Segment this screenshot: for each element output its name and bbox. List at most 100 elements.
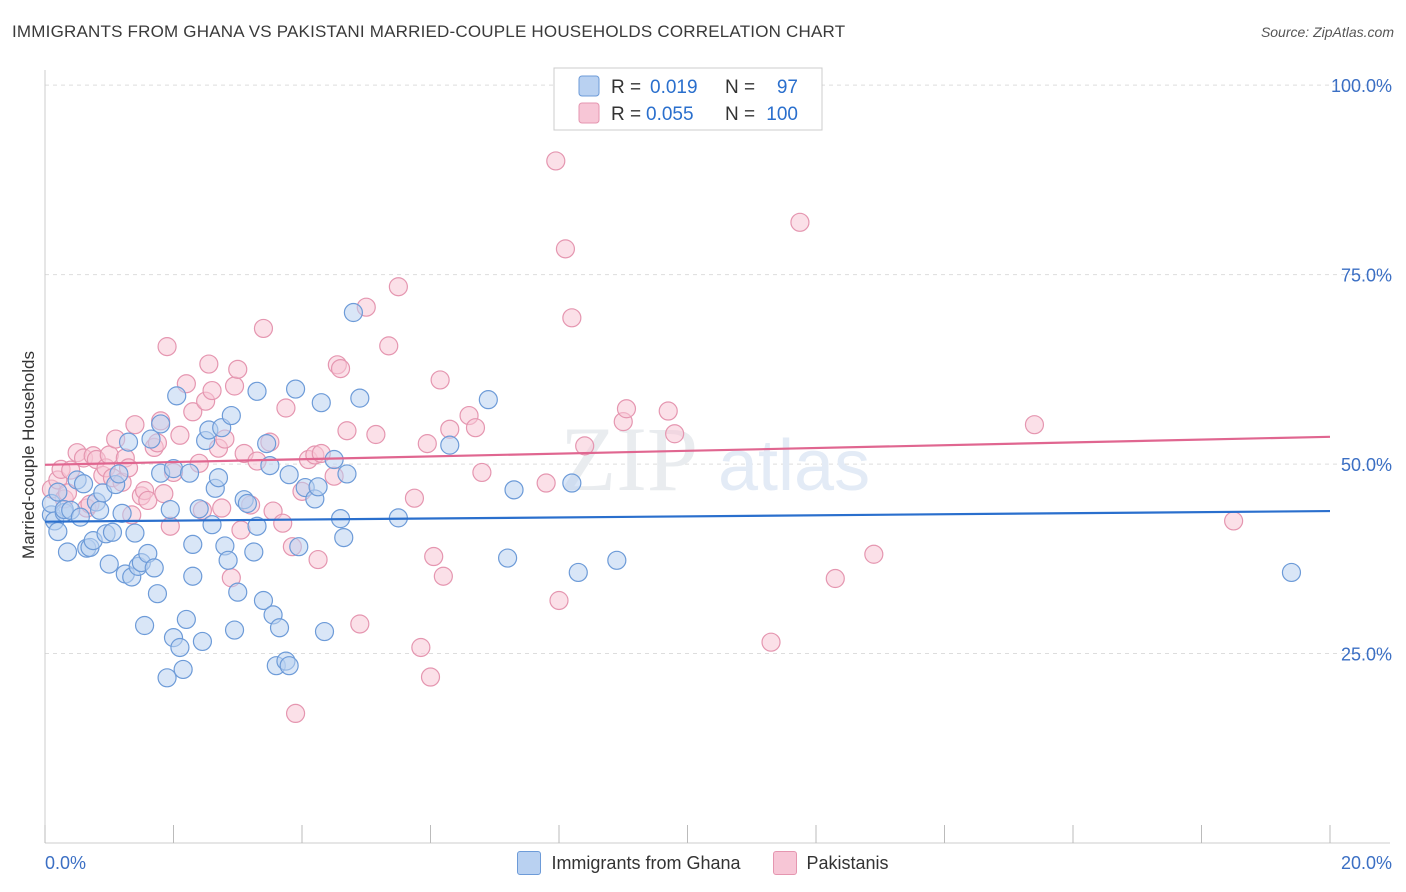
point-ghana-7 bbox=[57, 542, 78, 562]
point-ghana-60 bbox=[228, 582, 248, 602]
point-ghana-62 bbox=[237, 493, 257, 514]
point-ghana-67 bbox=[257, 434, 277, 454]
point-pakistanis-50 bbox=[253, 318, 274, 339]
legend-swatch-pakistanis-bottom bbox=[772, 851, 797, 875]
y-axis-label: Married-couple Households bbox=[19, 351, 38, 559]
point-pakistanis-91 bbox=[665, 424, 685, 444]
point-pakistanis-45 bbox=[228, 359, 248, 379]
legend-n-value-ghana: 97 bbox=[777, 77, 798, 98]
point-pakistanis-78 bbox=[440, 419, 460, 439]
point-ghana-74 bbox=[279, 656, 299, 676]
point-ghana-75 bbox=[285, 379, 306, 399]
point-ghana-57 bbox=[218, 550, 238, 570]
point-pakistanis-66 bbox=[350, 614, 370, 634]
legend-label-pakistanis: Pakistanis bbox=[806, 852, 889, 873]
trend-line-ghana bbox=[44, 509, 1331, 523]
point-ghana-41 bbox=[167, 386, 187, 406]
y-tick-label-1: 50.0% bbox=[1341, 455, 1392, 475]
point-ghana-46 bbox=[183, 534, 203, 555]
point-ghana-36 bbox=[151, 414, 171, 434]
point-ghana-19 bbox=[99, 554, 119, 574]
point-pakistanis-90 bbox=[658, 401, 678, 421]
point-ghana-10 bbox=[70, 507, 90, 527]
point-pakistanis-72 bbox=[411, 637, 431, 658]
point-ghana-30 bbox=[134, 615, 155, 636]
point-ghana-47 bbox=[183, 566, 203, 586]
point-pakistanis-75 bbox=[424, 546, 444, 567]
point-pakistanis-60 bbox=[308, 549, 328, 570]
point-ghana-79 bbox=[308, 477, 328, 497]
point-ghana-59 bbox=[224, 620, 245, 640]
point-pakistanis-21 bbox=[125, 415, 145, 435]
point-ghana-91 bbox=[498, 548, 518, 568]
chart-title: IMMIGRANTS FROM GHANA VS PAKISTANI MARRI… bbox=[12, 22, 846, 41]
point-ghana-85 bbox=[337, 464, 357, 484]
stats-legend: R = 0.019 N = 97 R = 0.055 N = 100 bbox=[553, 67, 823, 131]
legend-r-label-ghana: R = bbox=[611, 77, 641, 98]
point-pakistanis-92 bbox=[761, 632, 781, 652]
point-ghana-94 bbox=[568, 562, 588, 583]
point-ghana-44 bbox=[176, 609, 196, 630]
point-ghana-23 bbox=[112, 503, 132, 523]
point-ghana-25 bbox=[118, 432, 139, 452]
legend-n-label-pakistanis: N = bbox=[725, 104, 755, 125]
legend-item-pakistanis[interactable]: Pakistanis bbox=[772, 851, 889, 875]
point-ghana-20 bbox=[102, 522, 123, 542]
legend-r-value-ghana: 0.019 bbox=[650, 77, 698, 98]
point-pakistanis-80 bbox=[465, 418, 486, 438]
x-tick-label-0: 0.0% bbox=[45, 853, 86, 873]
point-ghana-64 bbox=[247, 516, 267, 536]
point-ghana-49 bbox=[192, 631, 213, 652]
point-pakistanis-44 bbox=[224, 376, 245, 396]
point-pakistanis-69 bbox=[379, 336, 399, 356]
point-pakistanis-46 bbox=[231, 520, 251, 540]
point-ghana-3 bbox=[48, 521, 68, 542]
point-ghana-37 bbox=[157, 668, 177, 688]
point-ghana-54 bbox=[208, 468, 229, 488]
point-ghana-48 bbox=[189, 499, 209, 519]
point-ghana-11 bbox=[73, 474, 94, 494]
point-pakistanis-54 bbox=[276, 398, 296, 418]
point-pakistanis-29 bbox=[157, 337, 177, 357]
point-ghana-86 bbox=[343, 302, 363, 323]
point-ghana-93 bbox=[562, 473, 582, 493]
point-pakistanis-97 bbox=[1224, 511, 1244, 531]
y-tick-label-0: 25.0% bbox=[1341, 645, 1392, 665]
point-ghana-87 bbox=[350, 388, 370, 408]
point-pakistanis-68 bbox=[366, 424, 386, 445]
axes bbox=[44, 70, 1390, 844]
watermark: ZIP atlas bbox=[560, 408, 870, 510]
trend-lines bbox=[44, 435, 1331, 523]
point-ghana-95 bbox=[607, 550, 627, 570]
point-pakistanis-84 bbox=[549, 590, 569, 611]
point-ghana-4 bbox=[48, 482, 68, 502]
watermark-atlas: atlas bbox=[718, 426, 870, 506]
point-pakistanis-73 bbox=[417, 434, 437, 454]
x-tick-label-1: 20.0% bbox=[1341, 853, 1392, 873]
point-ghana-43 bbox=[173, 659, 193, 680]
point-pakistanis-87 bbox=[575, 436, 595, 456]
legend-n-label-ghana: N = bbox=[725, 77, 755, 98]
legend-swatch-ghana bbox=[578, 75, 600, 97]
tick-labels: 25.0% 50.0% 75.0% 100.0% 0.0% 20.0% bbox=[45, 76, 1392, 873]
point-pakistanis-41 bbox=[212, 498, 232, 518]
point-pakistanis-38 bbox=[199, 354, 219, 374]
legend-r-label-pakistanis: R = bbox=[611, 104, 641, 125]
point-ghana-90 bbox=[478, 390, 498, 410]
point-ghana-52 bbox=[202, 515, 222, 535]
legend-item-ghana[interactable]: Immigrants from Ghana bbox=[517, 851, 741, 875]
point-pakistanis-32 bbox=[170, 425, 190, 445]
point-pakistanis-83 bbox=[546, 151, 566, 171]
point-pakistanis-89 bbox=[616, 399, 637, 419]
point-ghana-22 bbox=[109, 464, 129, 484]
point-ghana-33 bbox=[144, 558, 164, 578]
point-ghana-34 bbox=[147, 584, 168, 604]
y-tick-label-3: 100.0% bbox=[1331, 76, 1392, 96]
point-ghana-45 bbox=[179, 463, 200, 483]
point-ghana-73 bbox=[279, 465, 299, 485]
point-pakistanis-74 bbox=[420, 667, 441, 687]
point-pakistanis-81 bbox=[472, 462, 492, 483]
point-pakistanis-93 bbox=[790, 212, 810, 232]
point-ghana-27 bbox=[125, 523, 145, 543]
